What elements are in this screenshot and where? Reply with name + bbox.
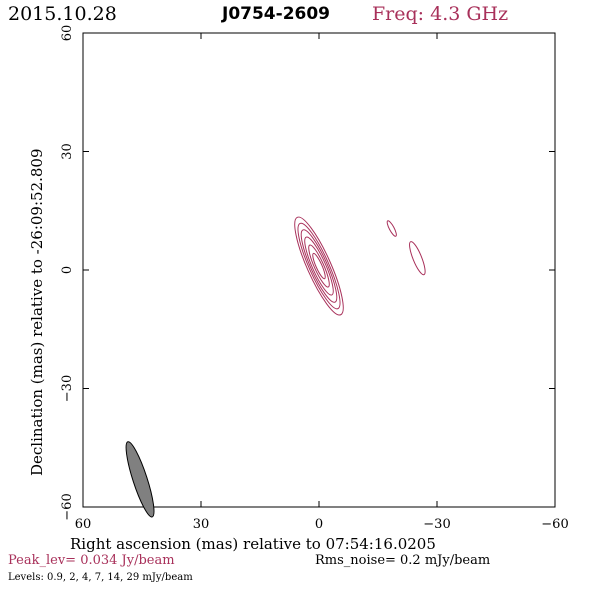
beam-ellipse [125,441,155,518]
y-tick-label: −30 [60,375,75,402]
plot-frame [82,32,556,508]
source-name: J0754-2609 [222,4,331,24]
y-tick-label: −60 [60,493,75,520]
core-contour [308,244,330,288]
peak-level: Peak_lev= 0.034 Jy/beam [8,553,175,568]
core-contour [300,229,338,303]
rms-noise: Rms_noise= 0.2 mJy/beam [315,553,491,568]
core-contour [312,252,326,280]
y-tick-label: 0 [60,266,75,274]
x-axis-label: Right ascension (mas) relative to 07:54:… [70,535,436,553]
core-contour [304,236,334,296]
knot-2-contour [409,241,426,276]
y-tick-label: 60 [60,25,75,42]
frequency-label: Freq: 4.3 GHz [372,3,509,25]
observation-date: 2015.10.28 [8,3,117,25]
x-tick-label: 60 [75,517,92,532]
contour-levels: Levels: 0.9, 2, 4, 7, 14, 29 mJy/beam [8,572,193,583]
x-tick-label: 0 [315,517,323,532]
x-tick-label: −60 [541,517,568,532]
y-axis-label: Declination (mas) relative to -26:09:52.… [28,148,46,476]
core-contour [297,222,341,310]
knot-1-contour [386,220,397,237]
core-contour [294,216,344,316]
x-tick-label: 30 [193,517,210,532]
x-tick-label: −30 [423,517,450,532]
y-tick-label: 30 [60,143,75,160]
